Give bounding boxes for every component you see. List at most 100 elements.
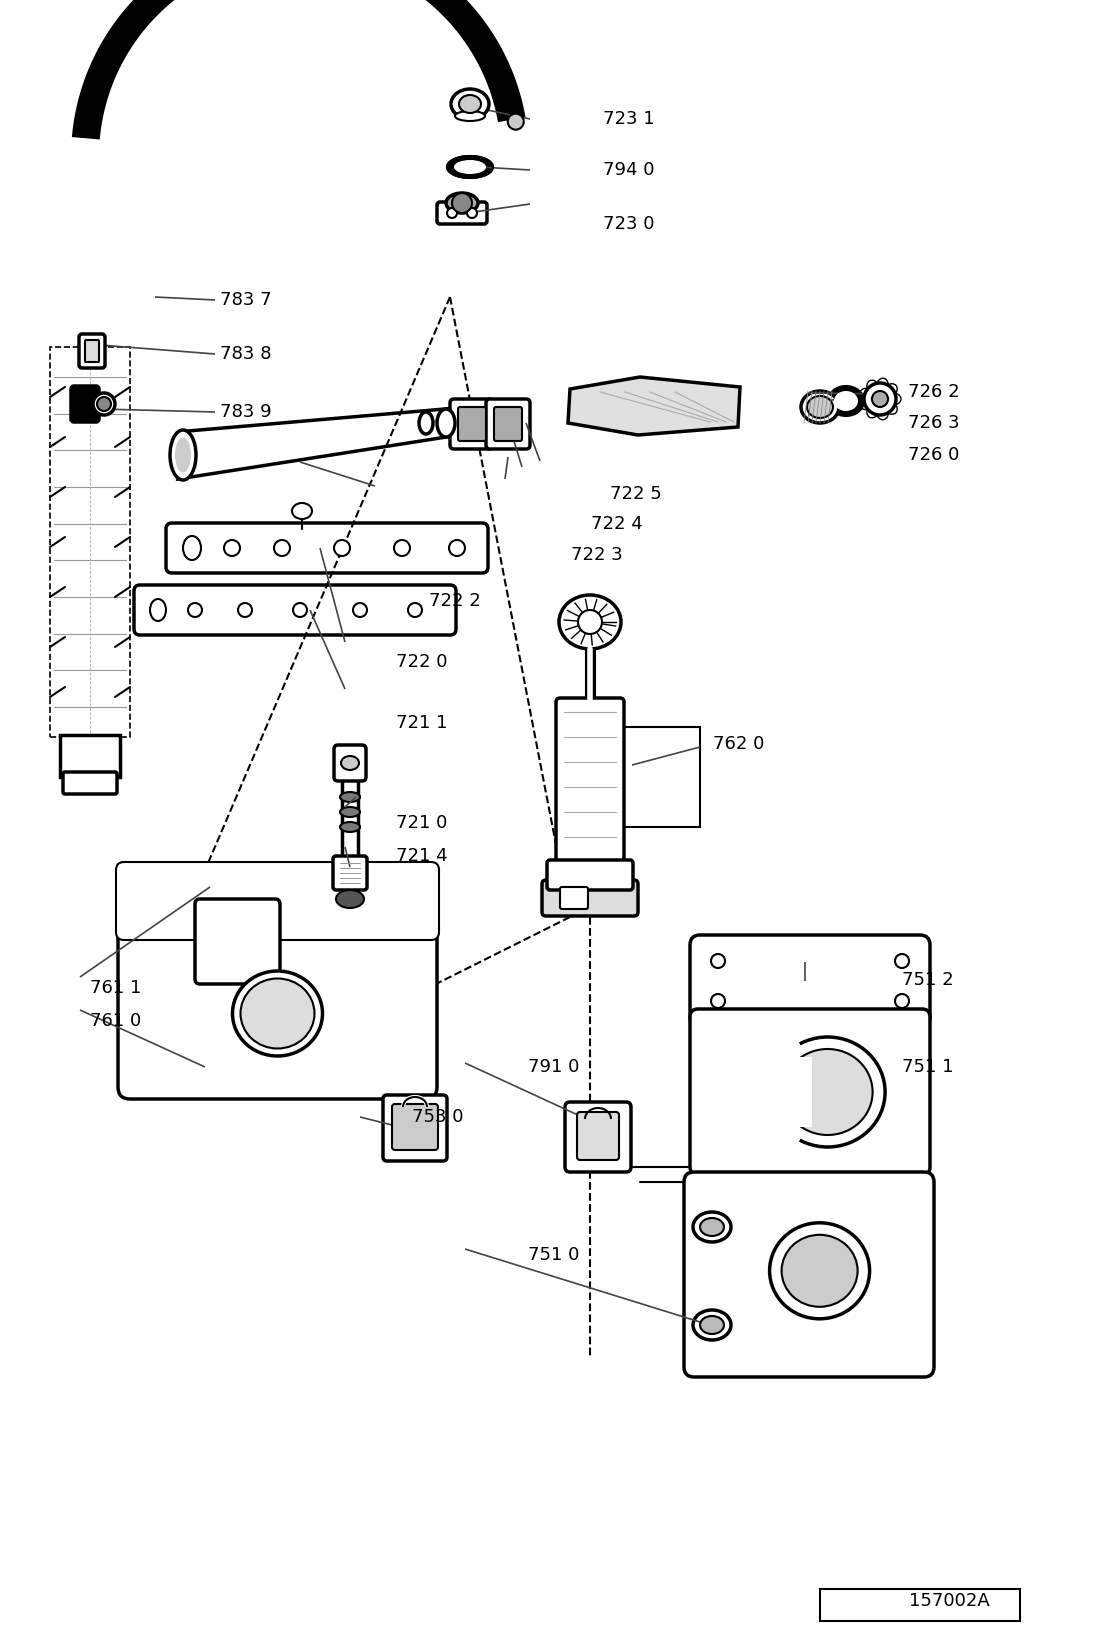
FancyBboxPatch shape: [392, 1103, 438, 1150]
FancyBboxPatch shape: [565, 1102, 631, 1173]
Text: 723 0: 723 0: [603, 216, 654, 232]
Ellipse shape: [175, 438, 191, 473]
Circle shape: [447, 208, 456, 217]
Ellipse shape: [183, 535, 201, 560]
Circle shape: [334, 540, 350, 557]
Ellipse shape: [437, 408, 455, 436]
Ellipse shape: [882, 384, 898, 397]
Ellipse shape: [801, 390, 839, 423]
FancyBboxPatch shape: [560, 888, 588, 909]
Circle shape: [452, 193, 472, 212]
Text: 783 7: 783 7: [220, 292, 272, 308]
Text: 751 2: 751 2: [902, 972, 954, 988]
Ellipse shape: [882, 400, 898, 415]
Circle shape: [468, 208, 477, 217]
Ellipse shape: [700, 1316, 724, 1334]
Circle shape: [895, 954, 909, 968]
Text: 753 0: 753 0: [412, 1108, 464, 1125]
FancyBboxPatch shape: [556, 698, 624, 871]
Text: 722 0: 722 0: [396, 654, 448, 670]
Ellipse shape: [770, 1222, 870, 1319]
FancyBboxPatch shape: [684, 1173, 934, 1377]
FancyBboxPatch shape: [494, 407, 522, 441]
Text: 157002A: 157002A: [909, 1593, 989, 1609]
Bar: [60, 735, 120, 777]
Circle shape: [711, 995, 725, 1008]
Text: 721 1: 721 1: [396, 715, 448, 731]
Circle shape: [274, 540, 290, 557]
Text: 722 5: 722 5: [610, 486, 662, 502]
Ellipse shape: [170, 430, 196, 479]
FancyBboxPatch shape: [166, 524, 488, 573]
Circle shape: [711, 954, 725, 968]
Ellipse shape: [451, 89, 490, 119]
Text: 722 4: 722 4: [591, 516, 642, 532]
Ellipse shape: [782, 1235, 858, 1306]
Text: 751 0: 751 0: [528, 1247, 580, 1263]
Text: 783 9: 783 9: [220, 404, 272, 420]
Ellipse shape: [867, 404, 880, 418]
Text: 721 0: 721 0: [396, 815, 448, 832]
Ellipse shape: [860, 397, 876, 410]
Circle shape: [293, 603, 307, 618]
Ellipse shape: [834, 390, 858, 412]
FancyBboxPatch shape: [578, 1112, 619, 1159]
FancyBboxPatch shape: [116, 861, 439, 940]
FancyBboxPatch shape: [85, 339, 99, 362]
Text: 761 1: 761 1: [90, 980, 142, 996]
Text: 791 0: 791 0: [528, 1059, 580, 1075]
Ellipse shape: [241, 978, 315, 1049]
Text: 762 0: 762 0: [713, 736, 764, 753]
Ellipse shape: [340, 822, 360, 832]
FancyBboxPatch shape: [486, 399, 530, 450]
Circle shape: [238, 603, 252, 618]
Ellipse shape: [459, 96, 481, 114]
FancyBboxPatch shape: [195, 899, 280, 983]
FancyBboxPatch shape: [79, 334, 104, 367]
FancyBboxPatch shape: [72, 385, 99, 422]
Text: 722 3: 722 3: [571, 547, 623, 563]
FancyBboxPatch shape: [690, 1010, 930, 1174]
FancyBboxPatch shape: [437, 203, 487, 224]
Text: 726 3: 726 3: [908, 415, 959, 432]
Ellipse shape: [693, 1212, 732, 1242]
Circle shape: [578, 609, 602, 634]
FancyBboxPatch shape: [450, 399, 494, 450]
Text: 783 8: 783 8: [220, 346, 272, 362]
Ellipse shape: [447, 156, 493, 178]
Bar: [50, 348, 130, 736]
Text: 726 0: 726 0: [908, 446, 959, 463]
Ellipse shape: [807, 395, 833, 418]
Ellipse shape: [693, 1309, 732, 1341]
Ellipse shape: [340, 792, 360, 802]
FancyBboxPatch shape: [134, 585, 456, 636]
Circle shape: [508, 114, 524, 130]
Ellipse shape: [340, 807, 360, 817]
Ellipse shape: [782, 1049, 872, 1135]
Ellipse shape: [150, 600, 166, 621]
Bar: [820, 1589, 1020, 1621]
Circle shape: [872, 390, 888, 407]
Ellipse shape: [877, 404, 889, 420]
Circle shape: [864, 384, 896, 415]
Text: 723 1: 723 1: [603, 110, 654, 127]
Bar: [761, 1057, 812, 1127]
FancyBboxPatch shape: [458, 407, 486, 441]
Ellipse shape: [446, 193, 478, 212]
Polygon shape: [72, 0, 526, 140]
Ellipse shape: [97, 397, 111, 412]
FancyBboxPatch shape: [690, 935, 930, 1028]
FancyBboxPatch shape: [542, 879, 638, 916]
Ellipse shape: [828, 385, 864, 417]
Circle shape: [408, 603, 422, 618]
Ellipse shape: [559, 595, 621, 649]
Ellipse shape: [877, 379, 889, 394]
Ellipse shape: [770, 1038, 886, 1146]
Circle shape: [895, 995, 909, 1008]
Ellipse shape: [292, 502, 312, 519]
Circle shape: [449, 540, 465, 557]
Circle shape: [224, 540, 240, 557]
FancyBboxPatch shape: [63, 772, 117, 794]
Circle shape: [353, 603, 367, 618]
Ellipse shape: [419, 412, 433, 435]
